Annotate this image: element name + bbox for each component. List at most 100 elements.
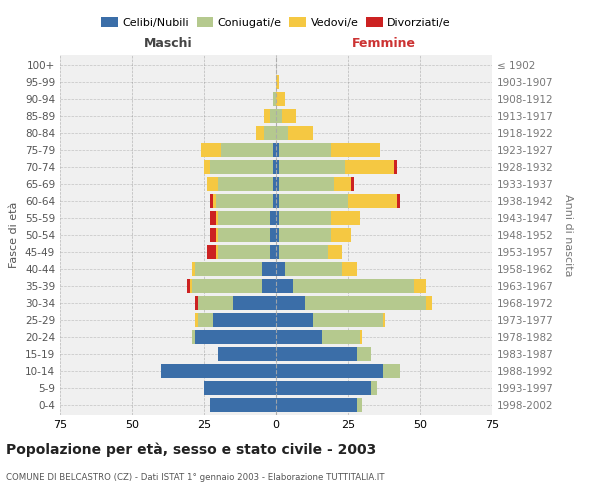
Bar [394,160,397,174]
Bar [273,92,276,106]
Bar [196,312,198,327]
Bar [279,177,334,192]
Bar [348,194,397,208]
Bar [198,296,233,310]
Bar [270,228,276,242]
Bar [196,330,276,344]
Bar [218,177,273,192]
Bar [334,177,351,192]
Bar [342,262,356,276]
Bar [204,380,276,395]
Bar [262,278,276,293]
Y-axis label: Fasce di età: Fasce di età [10,202,19,268]
Bar [287,126,313,140]
Bar [218,346,276,361]
Bar [276,143,279,158]
Bar [276,364,383,378]
Bar [414,278,426,293]
Bar [276,330,322,344]
Bar [276,228,279,242]
Bar [218,245,270,259]
Bar [196,296,198,310]
Bar [212,194,215,208]
Bar [276,92,284,106]
Bar [273,177,276,192]
Legend: Celibi/Nubili, Coniugati/e, Vedovi/e, Divorziati/e: Celibi/Nubili, Coniugati/e, Vedovi/e, Di… [97,13,455,32]
Bar [210,194,212,208]
Bar [270,109,276,124]
Bar [270,211,276,225]
Bar [276,380,371,395]
Bar [305,296,426,310]
Bar [279,228,331,242]
Bar [256,126,265,140]
Text: COMUNE DI BELCASTRO (CZ) - Dati ISTAT 1° gennaio 2003 - Elaborazione TUTTITALIA.: COMUNE DI BELCASTRO (CZ) - Dati ISTAT 1°… [6,472,385,482]
Bar [270,245,276,259]
Bar [279,211,331,225]
Bar [276,278,293,293]
Bar [276,398,356,412]
Bar [276,211,279,225]
Bar [198,312,212,327]
Bar [356,346,371,361]
Bar [276,262,284,276]
Bar [279,194,348,208]
Bar [276,296,305,310]
Bar [193,262,196,276]
Bar [210,228,215,242]
Bar [322,330,359,344]
Bar [215,228,218,242]
Text: Femmine: Femmine [352,37,416,50]
Bar [313,312,383,327]
Bar [273,143,276,158]
Bar [359,330,362,344]
Bar [351,177,354,192]
Bar [276,194,279,208]
Bar [426,296,431,310]
Bar [207,177,218,192]
Bar [276,177,279,192]
Bar [233,296,276,310]
Bar [215,245,218,259]
Bar [276,160,279,174]
Bar [276,346,356,361]
Bar [265,126,276,140]
Bar [193,330,196,344]
Bar [212,312,276,327]
Bar [196,262,262,276]
Bar [190,278,193,293]
Bar [279,160,345,174]
Bar [276,312,313,327]
Bar [210,398,276,412]
Bar [215,211,218,225]
Bar [193,278,262,293]
Bar [265,109,270,124]
Bar [371,380,377,395]
Bar [331,211,359,225]
Bar [276,126,287,140]
Y-axis label: Anni di nascita: Anni di nascita [563,194,573,276]
Bar [262,262,276,276]
Bar [328,245,342,259]
Bar [204,160,210,174]
Text: Maschi: Maschi [143,37,193,50]
Bar [279,245,328,259]
Bar [331,228,351,242]
Bar [207,245,215,259]
Bar [187,278,190,293]
Bar [215,194,273,208]
Bar [276,109,282,124]
Bar [273,194,276,208]
Bar [356,398,362,412]
Text: Popolazione per età, sesso e stato civile - 2003: Popolazione per età, sesso e stato civil… [6,442,376,457]
Bar [331,143,380,158]
Bar [218,228,270,242]
Bar [210,211,215,225]
Bar [276,245,279,259]
Bar [273,160,276,174]
Bar [276,75,279,90]
Bar [201,143,221,158]
Bar [221,143,273,158]
Bar [284,262,342,276]
Bar [161,364,276,378]
